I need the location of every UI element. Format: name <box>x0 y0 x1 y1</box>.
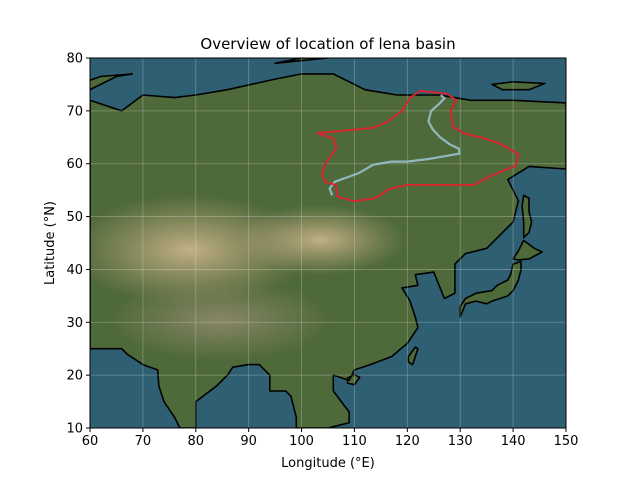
gridlines <box>90 58 566 428</box>
x-tick-label: 130 <box>448 434 473 449</box>
x-tick-label: 120 <box>395 434 420 449</box>
map-plot-area <box>90 58 566 428</box>
y-tick-label: 30 <box>66 316 83 331</box>
x-axis-label: Longitude (°E) <box>281 456 375 471</box>
landmass <box>460 261 521 317</box>
coastline <box>459 260 522 318</box>
coastline <box>521 194 533 239</box>
desert-region <box>235 205 405 275</box>
x-tick-label: 150 <box>554 434 579 449</box>
coastline <box>90 73 134 91</box>
x-tick-label: 110 <box>342 434 367 449</box>
coastline <box>491 81 546 91</box>
y-tick-label: 70 <box>66 104 83 119</box>
x-tick-label: 80 <box>188 434 205 449</box>
y-tick-label: 40 <box>66 263 83 278</box>
x-axis-ticks: 60 70 80 90 100 110 120 130 140 150 <box>82 428 579 449</box>
coastline <box>512 239 544 261</box>
coastline <box>407 346 419 366</box>
x-tick-label: 70 <box>135 434 152 449</box>
chart-title: Overview of location of lena basin <box>200 35 455 53</box>
y-tick-label: 50 <box>66 210 83 225</box>
y-tick-label: 10 <box>66 422 83 437</box>
axes-frame <box>89 57 567 429</box>
landmass <box>408 347 418 365</box>
y-tick-label: 80 <box>66 52 83 67</box>
plateau-region <box>110 280 330 360</box>
x-tick-label: 100 <box>289 434 314 449</box>
y-axis-ticks: 10 20 30 40 50 60 70 80 <box>66 52 90 437</box>
x-tick-label: 90 <box>240 434 257 449</box>
coastline <box>274 58 329 65</box>
y-tick-label: 20 <box>66 369 83 384</box>
lena-basin-boundary <box>316 89 520 203</box>
lena-river-line <box>328 94 461 196</box>
coastline <box>90 73 566 428</box>
y-axis-label: Latitude (°N) <box>43 201 58 285</box>
landmass <box>275 58 328 64</box>
landmass <box>492 81 545 90</box>
x-tick-label: 60 <box>82 434 99 449</box>
y-tick-label: 60 <box>66 157 83 172</box>
coastline-layer <box>90 58 566 428</box>
landmass <box>90 73 133 90</box>
x-tick-label: 140 <box>501 434 526 449</box>
coastline <box>346 373 361 386</box>
